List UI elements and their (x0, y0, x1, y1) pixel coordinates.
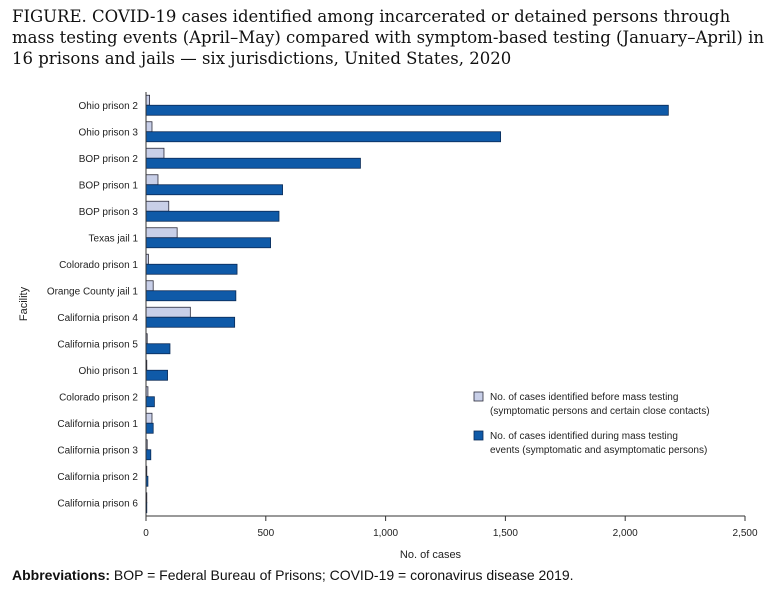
category-label: California prison 3 (57, 445, 138, 456)
y-axis-title: Facility (18, 286, 30, 321)
category-label: Colorado prison 1 (59, 260, 138, 271)
bar-before-mass-testing (145, 412, 153, 424)
bar-before-mass-testing (145, 227, 178, 239)
x-axis-title: No. of cases (400, 549, 462, 561)
bar-during-mass-testing (145, 316, 236, 328)
figure-title: FIGURE. COVID-19 cases identified among … (12, 7, 764, 68)
category-label: BOP prison 3 (79, 207, 139, 218)
footnote-label: Abbreviations: (12, 567, 111, 583)
legend-label: (symptomatic persons and certain close c… (490, 406, 710, 417)
x-tick-label: 2,000 (613, 528, 638, 539)
bar-during-mass-testing (145, 157, 361, 169)
category-label: Ohio prison 2 (79, 101, 139, 112)
bar-during-mass-testing (145, 422, 154, 434)
bar-before-mass-testing (145, 200, 170, 212)
bar-during-mass-testing (145, 210, 280, 222)
x-tick-label: 0 (143, 528, 149, 539)
legend-label: No. of cases identified during mass test… (490, 431, 678, 442)
x-tick-label: 1,500 (493, 528, 518, 539)
legend-swatch (473, 430, 484, 441)
category-label: California prison 5 (57, 339, 138, 350)
bar-during-mass-testing (145, 184, 283, 196)
bars-group (145, 94, 669, 514)
category-label: Texas jail 1 (89, 233, 139, 244)
bar-before-mass-testing (145, 280, 154, 292)
bar-during-mass-testing (145, 131, 502, 143)
legend-label: No. of cases identified before mass test… (490, 392, 678, 403)
footnote: Abbreviations: BOP = Federal Bureau of P… (12, 567, 574, 583)
category-label: Ohio prison 1 (79, 366, 139, 377)
legend-label: events (symptomatic and asymptomatic per… (490, 445, 707, 456)
footnote-text: BOP = Federal Bureau of Prisons; COVID-1… (110, 567, 574, 583)
category-label: California prison 6 (57, 498, 138, 509)
x-tick-label: 2,500 (732, 528, 757, 539)
category-label: BOP prison 1 (79, 180, 139, 191)
bar-before-mass-testing (145, 174, 159, 186)
category-label: California prison 4 (57, 313, 138, 324)
category-label: Orange County jail 1 (47, 286, 139, 297)
x-axis-ticks: 0 500 1,000 1,500 2,000 2,500 (143, 516, 758, 539)
category-labels: Ohio prison 2 Ohio prison 3 BOP prison 2 BO… (47, 101, 139, 510)
legend-swatch (473, 391, 484, 402)
category-label: California prison 1 (57, 419, 138, 430)
bar-before-mass-testing (145, 94, 150, 106)
bar-during-mass-testing (145, 369, 168, 381)
category-label: Colorado prison 2 (59, 392, 138, 403)
bar-during-mass-testing (145, 396, 155, 408)
bar-before-mass-testing (145, 147, 165, 159)
bar-before-mass-testing (145, 306, 191, 318)
bar-during-mass-testing (145, 290, 237, 302)
bar-during-mass-testing (145, 263, 238, 275)
category-label: California prison 2 (57, 472, 138, 483)
bar-during-mass-testing (145, 237, 271, 249)
bar-during-mass-testing (145, 343, 171, 355)
category-label: BOP prison 2 (79, 154, 139, 165)
bar-during-mass-testing (145, 449, 152, 461)
x-tick-label: 500 (257, 528, 274, 539)
x-tick-label: 1,000 (373, 528, 398, 539)
legend: No. of cases identified before mass test… (473, 391, 710, 456)
bar-before-mass-testing (145, 121, 153, 133)
category-label: Ohio prison 3 (79, 127, 139, 138)
bar-during-mass-testing (145, 104, 669, 116)
